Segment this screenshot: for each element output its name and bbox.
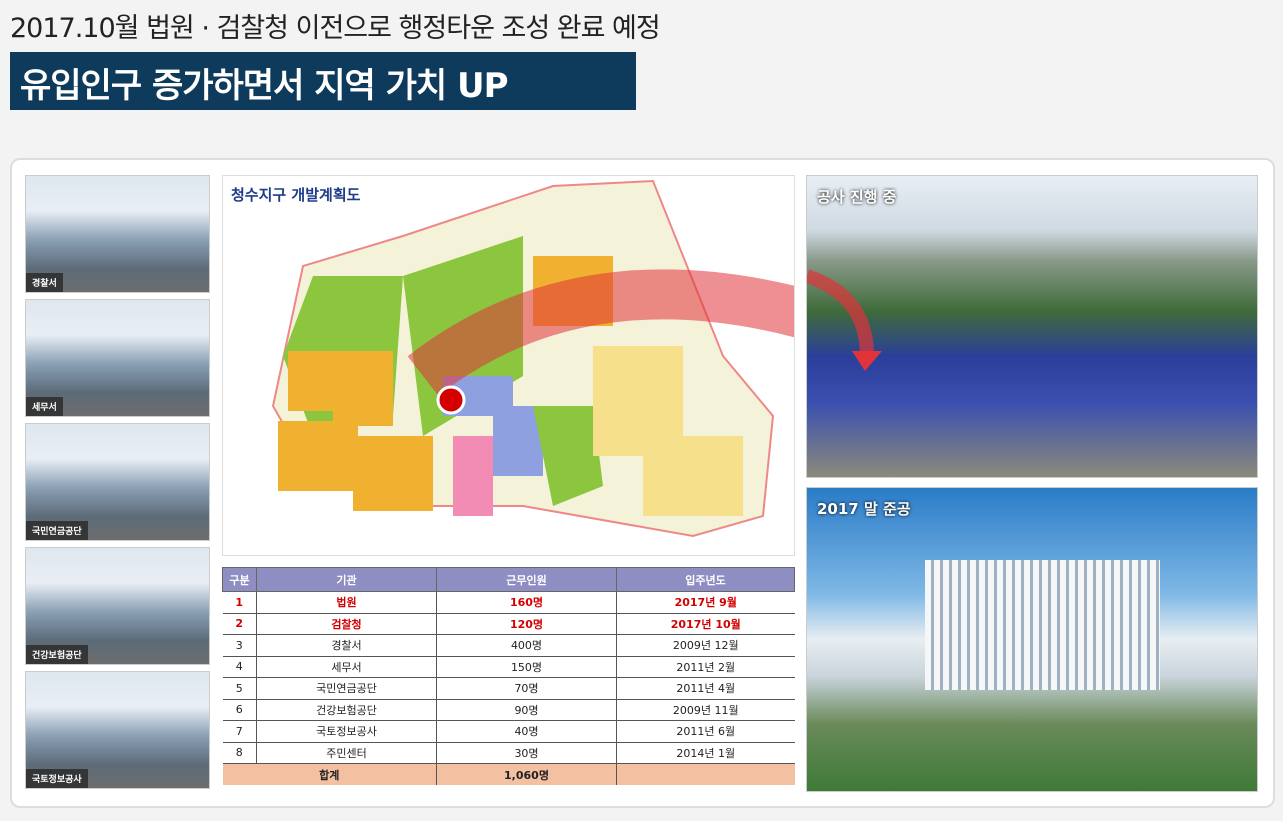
map-drawing bbox=[271, 179, 794, 538]
table-cell: 4 bbox=[222, 656, 257, 678]
institution-table: 구분 기관 근무인원 입주년도 1 법원 160명 2017년 9월 2 검찰청 120명 2… bbox=[222, 567, 795, 785]
development-map: 청수지구 개발계획도 bbox=[222, 175, 795, 556]
photo-tax-office: 세무서 bbox=[25, 299, 210, 417]
table-cell: 검찰청 bbox=[256, 613, 437, 635]
table-cell: 2011년 2월 bbox=[616, 656, 795, 678]
table-cell: 5 bbox=[222, 677, 257, 700]
table-cell: 2017년 9월 bbox=[616, 591, 795, 614]
photo-label: 건강보험공단 bbox=[26, 645, 88, 664]
table-cell: 70명 bbox=[436, 677, 617, 700]
photo-construction: 공사 진행 중 bbox=[806, 175, 1258, 478]
table-cell: 2009년 11월 bbox=[616, 699, 795, 721]
table-row: 5 국민연금공단 70명 2011년 4월 bbox=[222, 677, 795, 700]
table-cell: 3 bbox=[222, 634, 257, 657]
photo-police-station: 경찰서 bbox=[25, 175, 210, 293]
table-cell: 법원 bbox=[256, 591, 437, 614]
photo-label: 세무서 bbox=[26, 397, 63, 416]
table-cell: 2011년 6월 bbox=[616, 720, 795, 743]
table-cell: 8 bbox=[222, 742, 257, 764]
col-header: 입주년도 bbox=[616, 567, 795, 592]
photo-label: 국민연금공단 bbox=[26, 521, 88, 540]
table-cell: 국토정보공사 bbox=[256, 720, 437, 743]
building-rendering bbox=[925, 560, 1160, 690]
table-cell: 2014년 1월 bbox=[616, 742, 795, 764]
completion-title: 2017 말 준공 bbox=[817, 500, 911, 518]
table-cell: 주민센터 bbox=[256, 742, 437, 764]
table-row: 8 주민센터 30명 2014년 1월 bbox=[222, 742, 795, 764]
total-row: 합계 1,060명 bbox=[222, 763, 795, 785]
table-cell: 경찰서 bbox=[256, 634, 437, 657]
table-cell: 150명 bbox=[436, 656, 617, 678]
table-cell: 7 bbox=[222, 720, 257, 743]
table-cell: 1 bbox=[222, 591, 257, 614]
table-cell: 90명 bbox=[436, 699, 617, 721]
total-value: 1,060명 bbox=[436, 763, 617, 785]
total-empty bbox=[616, 763, 795, 785]
photo-label: 국토정보공사 bbox=[26, 769, 88, 788]
photo-pension-service: 국민연금공단 bbox=[25, 423, 210, 541]
table-cell: 400명 bbox=[436, 634, 617, 657]
photo-health-insurance: 건강보험공단 bbox=[25, 547, 210, 665]
subtitle: 2017.10월 법원 · 검찰청 이전으로 행정타운 조성 완료 예정 bbox=[10, 13, 661, 44]
table-row: 3 경찰서 400명 2009년 12월 bbox=[222, 634, 795, 657]
total-label: 합계 bbox=[222, 763, 437, 785]
table-cell: 2 bbox=[222, 613, 257, 635]
table-row: 6 건강보험공단 90명 2009년 11월 bbox=[222, 699, 795, 721]
table-cell: 40명 bbox=[436, 720, 617, 743]
construction-title: 공사 진행 중 bbox=[817, 188, 897, 206]
col-header: 근무인원 bbox=[436, 567, 617, 592]
photo-completion-rendering: 2017 말 준공 bbox=[806, 487, 1258, 792]
col-header: 구분 bbox=[222, 567, 257, 592]
photo-label: 경찰서 bbox=[26, 273, 63, 292]
table-row: 2 검찰청 120명 2017년 10월 bbox=[222, 613, 795, 635]
table-row: 7 국토정보공사 40명 2011년 6월 bbox=[222, 720, 795, 743]
table-cell: 세무서 bbox=[256, 656, 437, 678]
table-cell: 국민연금공단 bbox=[256, 677, 437, 700]
table-cell: 2011년 4월 bbox=[616, 677, 795, 700]
table-row: 4 세무서 150명 2011년 2월 bbox=[222, 656, 795, 678]
table-cell: 2017년 10월 bbox=[616, 613, 795, 635]
col-header: 기관 bbox=[256, 567, 437, 592]
map-title: 청수지구 개발계획도 bbox=[231, 186, 361, 204]
table-cell: 120명 bbox=[436, 613, 617, 635]
table-cell: 2009년 12월 bbox=[616, 634, 795, 657]
table-cell: 30명 bbox=[436, 742, 617, 764]
arrow-icon bbox=[807, 269, 882, 371]
table-cell: 6 bbox=[222, 699, 257, 721]
headline: 유입인구 증가하면서 지역 가치 UP bbox=[10, 52, 636, 110]
table-cell: 160명 bbox=[436, 591, 617, 614]
photo-land-info-corp: 국토정보공사 bbox=[25, 671, 210, 789]
table-row: 1 법원 160명 2017년 9월 bbox=[222, 591, 795, 614]
table-cell: 건강보험공단 bbox=[256, 699, 437, 721]
